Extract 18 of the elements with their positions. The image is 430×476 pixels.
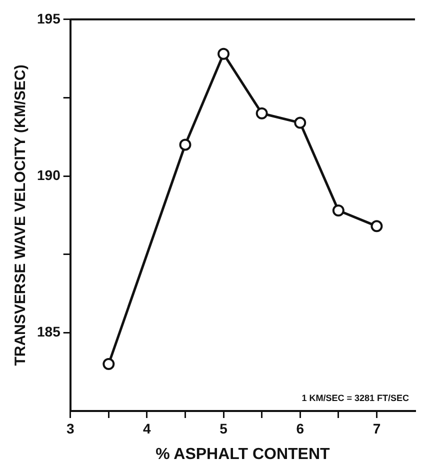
- y-tick-label: 185: [37, 324, 61, 340]
- point: [294, 116, 306, 129]
- point: [256, 107, 268, 120]
- x-tick-label: 4: [143, 420, 152, 436]
- annotation: 1 KM/SEC = 3281 FT/SEC: [302, 392, 410, 403]
- x-tick-label: 6: [296, 420, 304, 436]
- point: [370, 220, 383, 232]
- y-axis-title: TRANSVERSE WAVE VELOCITY (KM/SEC): [12, 64, 30, 366]
- x-axis-title: % ASPHALT CONTENT: [156, 446, 330, 463]
- point: [102, 358, 115, 370]
- point: [179, 138, 192, 151]
- y-tick-label: 190: [37, 166, 61, 183]
- x-tick-label: 7: [372, 420, 381, 436]
- point: [218, 48, 230, 60]
- y-tick-label: 195: [37, 10, 61, 26]
- point: [332, 204, 344, 216]
- x-tick-label: 5: [220, 420, 228, 436]
- x-tick-label: 3: [66, 420, 74, 436]
